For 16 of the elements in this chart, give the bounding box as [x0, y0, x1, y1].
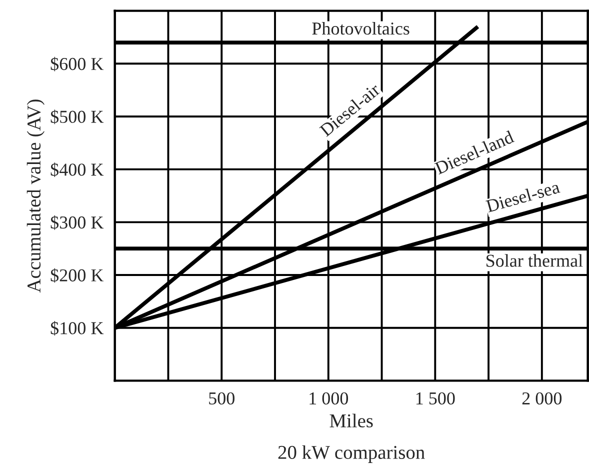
x-tick-label: 500 [209, 392, 234, 405]
ref-line-label: Solar thermal [486, 254, 583, 267]
x-tick-label: 1 000 [310, 392, 348, 405]
y-tick-label: $400 K [50, 162, 104, 177]
y-tick-label: $300 K [50, 215, 104, 230]
y-tick-label: $600 K [50, 56, 104, 72]
x-tick-label: 1 500 [416, 392, 455, 405]
y-tick-label: $500 K [50, 110, 104, 124]
x-tick-label: 2 000 [522, 392, 562, 405]
ref-line-label: Photovoltaics [312, 22, 410, 35]
text: 20 kW comparison [278, 445, 425, 463]
x-axis-title: Miles [330, 414, 373, 428]
y-tick-label: $200 K [50, 268, 104, 283]
text: Diesel-sea [485, 180, 560, 212]
y-axis-title: Accumulated value (AV) [26, 100, 45, 293]
y-tick-label: $100 K [50, 321, 104, 336]
